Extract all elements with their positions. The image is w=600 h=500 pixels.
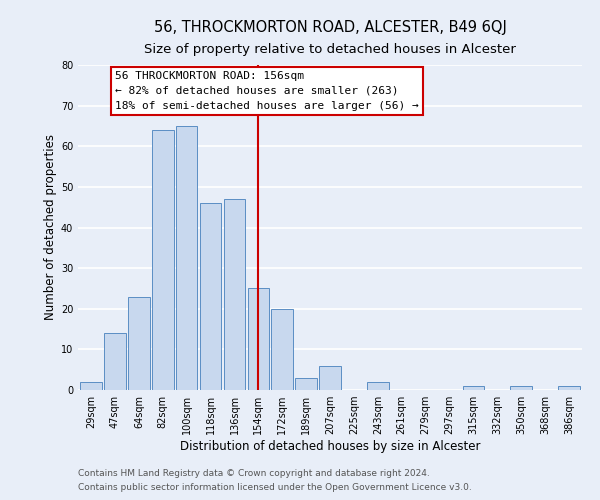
Text: 56 THROCKMORTON ROAD: 156sqm
← 82% of detached houses are smaller (263)
18% of s: 56 THROCKMORTON ROAD: 156sqm ← 82% of de…	[115, 71, 419, 110]
Text: 56, THROCKMORTON ROAD, ALCESTER, B49 6QJ: 56, THROCKMORTON ROAD, ALCESTER, B49 6QJ	[154, 20, 506, 35]
Bar	[80, 382, 102, 390]
Y-axis label: Number of detached properties: Number of detached properties	[44, 134, 56, 320]
Bar	[558, 386, 580, 390]
Bar	[128, 296, 149, 390]
Bar	[271, 308, 293, 390]
Bar	[319, 366, 341, 390]
Text: Contains public sector information licensed under the Open Government Licence v3: Contains public sector information licen…	[78, 484, 472, 492]
Bar	[200, 203, 221, 390]
Bar	[248, 288, 269, 390]
Bar	[176, 126, 197, 390]
Bar	[511, 386, 532, 390]
Bar	[152, 130, 173, 390]
Bar	[295, 378, 317, 390]
Bar	[104, 333, 126, 390]
Bar	[367, 382, 389, 390]
Text: Contains HM Land Registry data © Crown copyright and database right 2024.: Contains HM Land Registry data © Crown c…	[78, 468, 430, 477]
X-axis label: Distribution of detached houses by size in Alcester: Distribution of detached houses by size …	[180, 440, 480, 453]
Bar	[463, 386, 484, 390]
Text: Size of property relative to detached houses in Alcester: Size of property relative to detached ho…	[144, 42, 516, 56]
Bar	[224, 199, 245, 390]
